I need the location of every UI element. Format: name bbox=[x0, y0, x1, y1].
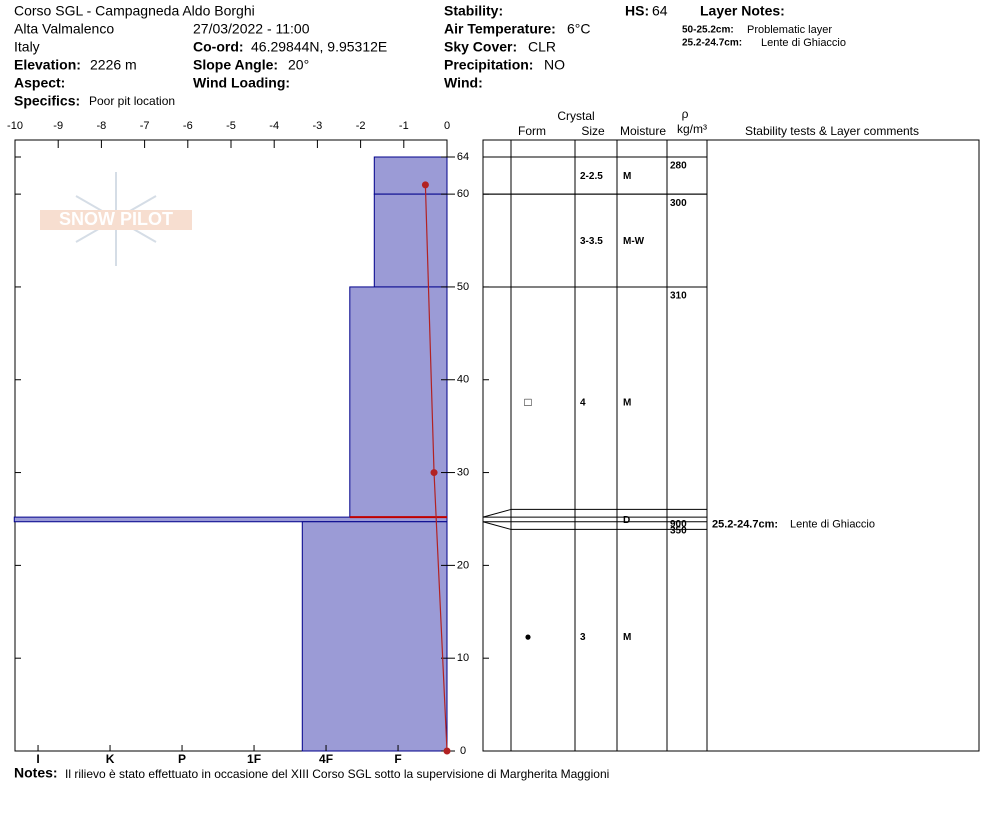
aspect-label: Aspect: bbox=[14, 75, 65, 91]
crystal-size: 3-3.5 bbox=[580, 236, 603, 247]
coord-value: 46.29844N, 9.95312E bbox=[251, 39, 387, 55]
layer-note-text: Lente di Ghiaccio bbox=[761, 37, 846, 49]
x-tick-label: -3 bbox=[313, 120, 323, 132]
hardness-bar bbox=[373, 193, 448, 288]
precip-value: NO bbox=[544, 57, 565, 73]
hardness-bar bbox=[349, 286, 448, 518]
x-tick-label: -7 bbox=[140, 120, 150, 132]
moisture: M-W bbox=[623, 236, 645, 247]
crystal-size: 4 bbox=[580, 398, 586, 409]
density: 310 bbox=[670, 291, 687, 302]
layer-notes-title: Layer Notes: bbox=[700, 3, 785, 19]
notes-label: Notes: bbox=[14, 765, 58, 781]
layer-connector bbox=[482, 508, 512, 518]
crystal-header: Crystal bbox=[557, 109, 594, 123]
slope-label: Slope Angle: bbox=[193, 57, 278, 73]
watermark: SNOW PILOT bbox=[40, 172, 192, 266]
datetime: 27/03/2022 - 11:00 bbox=[193, 21, 310, 37]
y-tick-label: 20 bbox=[457, 559, 469, 571]
moisture: M bbox=[623, 171, 631, 182]
hardness-tick-label: F bbox=[394, 752, 401, 766]
x-tick-label: 0 bbox=[444, 120, 450, 132]
moisture: M bbox=[623, 398, 631, 409]
hardness-bar bbox=[301, 521, 448, 752]
y-tick-label: 64 bbox=[457, 151, 469, 163]
elevation-label: Elevation: bbox=[14, 57, 81, 73]
crystal-form: ● bbox=[524, 630, 531, 644]
specifics-label: Specifics: bbox=[14, 93, 80, 109]
layer-connector bbox=[482, 521, 512, 530]
x-tick-label: -9 bbox=[53, 120, 63, 132]
x-tick-label: -4 bbox=[269, 120, 279, 132]
air-temp-label: Air Temperature: bbox=[444, 21, 556, 37]
hardness-tick-label: I bbox=[36, 752, 39, 766]
hardness-tick-label: K bbox=[106, 752, 115, 766]
x-tick-label: -5 bbox=[226, 120, 236, 132]
notes-text: Il rilievo è stato effettuato in occasio… bbox=[65, 767, 609, 781]
wind-loading-label: Wind Loading: bbox=[193, 75, 290, 91]
coord-label: Co-ord: bbox=[193, 39, 244, 55]
y-tick-label: 0 bbox=[460, 745, 466, 757]
elevation-value: 2226 m bbox=[90, 57, 137, 73]
table-columns bbox=[510, 140, 708, 751]
watermark-band bbox=[40, 210, 192, 230]
density: 350 bbox=[670, 525, 687, 536]
density: 300 bbox=[670, 198, 687, 209]
moisture: D bbox=[623, 515, 630, 526]
hs-label: HS: bbox=[625, 3, 649, 19]
comment-range: 25.2-24.7cm: bbox=[712, 518, 778, 530]
slope-value: 20° bbox=[288, 57, 309, 73]
density-unit: kg/m³ bbox=[677, 122, 707, 136]
moisture: M bbox=[623, 632, 631, 643]
crystal-form: □ bbox=[524, 395, 531, 409]
crystal-size: 2-2.5 bbox=[580, 171, 603, 182]
x-tick-label: -10 bbox=[7, 120, 23, 132]
sky-value: CLR bbox=[528, 39, 556, 55]
y-tick-label: 60 bbox=[457, 188, 469, 200]
temperature-point bbox=[430, 469, 438, 477]
x-tick-label: -8 bbox=[97, 120, 107, 132]
density: 280 bbox=[670, 161, 687, 172]
form-header: Form bbox=[518, 124, 546, 138]
hardness-tick-label: 4F bbox=[319, 752, 333, 766]
layer-note-range: 50-25.2cm: bbox=[682, 25, 734, 36]
y-tick-label: 10 bbox=[457, 652, 469, 664]
x-tick-label: -1 bbox=[399, 120, 409, 132]
size-header: Size bbox=[581, 124, 605, 138]
stability-label: Stability: bbox=[444, 3, 503, 19]
x-tick-label: -2 bbox=[356, 120, 366, 132]
pit-title: Corso SGL - Campagneda Aldo Borghi bbox=[14, 3, 255, 19]
moisture-header: Moisture bbox=[620, 124, 666, 138]
air-temp-value: 6°C bbox=[567, 21, 591, 37]
hardness-bar bbox=[373, 156, 448, 195]
hs-value: 64 bbox=[652, 3, 668, 19]
comment-text: Lente di Ghiaccio bbox=[790, 518, 875, 530]
watermark-text: SNOW PILOT bbox=[59, 209, 173, 229]
layer-note-text: Problematic layer bbox=[747, 24, 832, 36]
hardness-tick-label: 1F bbox=[247, 752, 261, 766]
location: Alta Valmalenco bbox=[14, 21, 114, 37]
precip-label: Precipitation: bbox=[444, 57, 533, 73]
wind-label: Wind: bbox=[444, 75, 483, 91]
crystal-size: 3 bbox=[580, 632, 586, 643]
temperature-point bbox=[421, 181, 429, 189]
sky-label: Sky Cover: bbox=[444, 39, 517, 55]
hardness-tick-label: P bbox=[178, 752, 186, 766]
y-tick-label: 40 bbox=[457, 374, 469, 386]
density: 900 bbox=[670, 519, 687, 530]
country: Italy bbox=[14, 39, 40, 55]
x-tick-label: -6 bbox=[183, 120, 193, 132]
layer-note-range: 25.2-24.7cm: bbox=[682, 38, 742, 49]
y-tick-label: 50 bbox=[457, 281, 469, 293]
density-header: ρ bbox=[682, 107, 689, 121]
table-frame bbox=[482, 139, 980, 752]
snowflake bbox=[75, 172, 157, 266]
comments-header: Stability tests & Layer comments bbox=[745, 124, 919, 138]
specifics-value: Poor pit location bbox=[89, 94, 175, 108]
hardness-bar bbox=[13, 516, 448, 523]
y-tick-label: 30 bbox=[457, 466, 469, 478]
temperature-point bbox=[443, 747, 451, 755]
